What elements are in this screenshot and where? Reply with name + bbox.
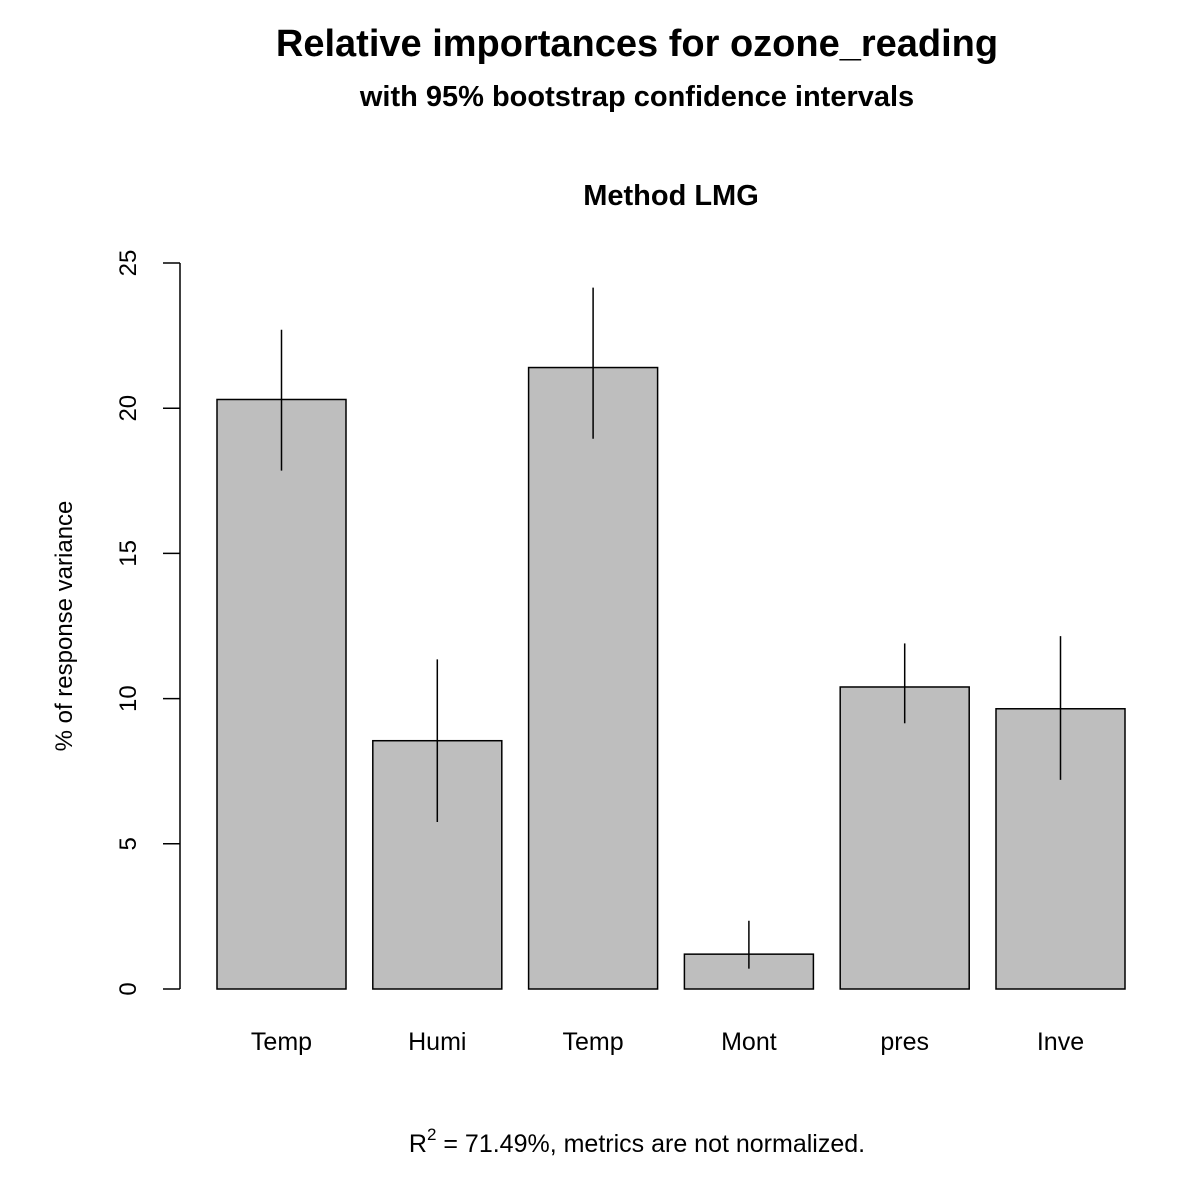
y-tick-label: 0 xyxy=(115,982,142,995)
footnote: R2 = 71.49%, metrics are not normalized. xyxy=(409,1125,865,1158)
y-tick-label: 25 xyxy=(115,250,142,277)
bar xyxy=(527,366,659,990)
y-tick-label: 15 xyxy=(115,540,142,567)
y-axis-label: % of response variance xyxy=(51,501,78,752)
y-tick-label: 20 xyxy=(115,395,142,422)
bar xyxy=(216,398,347,990)
panel-title: Method LMG xyxy=(583,180,759,212)
footnote-superscript: 2 xyxy=(427,1125,436,1144)
chart-title: Relative importances for ozone_reading xyxy=(276,23,998,65)
y-tick-label: 5 xyxy=(115,837,142,850)
x-tick-label: Inve xyxy=(1037,1028,1084,1056)
footnote-text: = 71.49%, metrics are not normalized. xyxy=(436,1130,865,1158)
y-axis: 0 5 10 15 20 25 xyxy=(115,250,181,996)
x-tick-label: Humi xyxy=(408,1028,466,1056)
y-tick-label: 10 xyxy=(115,685,142,712)
x-axis-labels: Temp Humi Temp Mont pres Inve xyxy=(251,1028,1084,1056)
x-tick-label: Mont xyxy=(721,1028,777,1056)
bars xyxy=(216,287,1126,990)
bar xyxy=(839,686,970,990)
x-tick-label: Temp xyxy=(251,1028,312,1056)
x-tick-label: pres xyxy=(880,1028,929,1056)
chart-subtitle: with 95% bootstrap confidence intervals xyxy=(359,81,914,113)
footnote-r: R xyxy=(409,1130,427,1158)
x-tick-label: Temp xyxy=(563,1028,624,1056)
